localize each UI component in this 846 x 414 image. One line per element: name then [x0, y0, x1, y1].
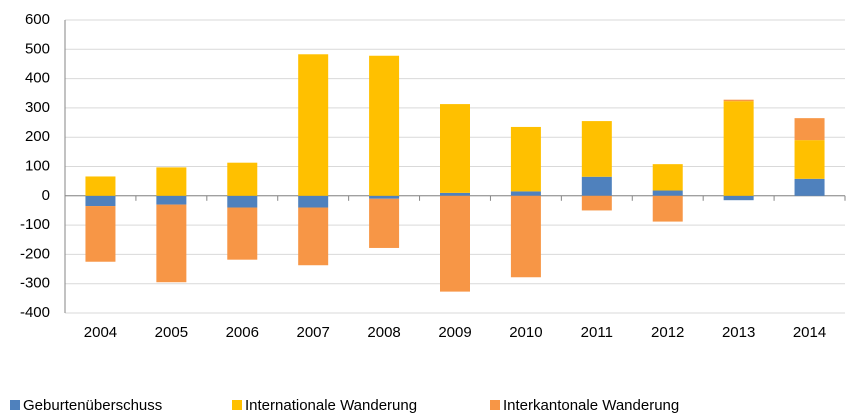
x-tick-label: 2004: [84, 324, 117, 341]
x-tick-label: 2007: [296, 324, 329, 341]
y-tick-label: -200: [20, 245, 50, 262]
y-tick-label: 400: [25, 70, 50, 87]
bar-segment: [298, 54, 329, 196]
bar-segment: [794, 140, 825, 179]
x-tick-label: 2010: [509, 324, 542, 341]
x-tick-label: 2008: [367, 324, 400, 341]
y-tick-label: 0: [42, 187, 50, 204]
y-tick-label: -100: [20, 216, 50, 233]
legend-swatch: [490, 400, 500, 410]
bar-segment: [510, 126, 541, 192]
bar-segment: [85, 195, 116, 207]
legend-label: Geburtenüberschuss: [23, 397, 162, 414]
legend-label: Internationale Wanderung: [245, 397, 417, 414]
bar-segment: [156, 195, 187, 205]
bar-segment: [652, 164, 683, 191]
x-tick-label: 2013: [722, 324, 755, 341]
bar-segment: [510, 191, 541, 196]
bar-segment: [227, 195, 258, 208]
bar-segment: [510, 195, 541, 278]
y-tick-label: 600: [25, 11, 50, 28]
bar-segment: [581, 121, 612, 177]
x-tick-label: 2014: [793, 324, 826, 341]
bar-segment: [227, 162, 258, 196]
x-tick-label: 2006: [226, 324, 259, 341]
bar-segment: [440, 192, 470, 196]
bar-segment: [581, 176, 612, 196]
bar-segment: [369, 195, 400, 199]
legend-swatch: [232, 400, 242, 410]
legend-swatch: [10, 400, 20, 410]
bar-segment: [85, 176, 116, 196]
bar-segment: [156, 167, 187, 196]
y-tick-label: 300: [25, 99, 50, 116]
y-tick-label: -400: [20, 304, 50, 321]
x-tick-label: 2005: [155, 324, 188, 341]
y-tick-label: -300: [20, 275, 50, 292]
bar-segment: [581, 195, 612, 211]
bar-segment: [723, 195, 754, 201]
y-tick-label: 500: [25, 40, 50, 57]
y-tick-label: 200: [25, 128, 50, 145]
x-tick-label: 2011: [581, 324, 613, 341]
legend-label: Interkantonale Wanderung: [503, 397, 679, 414]
bar-segment: [369, 198, 400, 248]
bar-segment: [652, 190, 683, 196]
x-tick-label: 2012: [651, 324, 684, 341]
bar-segment: [298, 195, 329, 208]
bar-segment: [652, 195, 683, 222]
y-tick-label: 100: [25, 157, 50, 174]
bar-segment: [723, 99, 754, 102]
bar-segment: [369, 55, 400, 196]
bar-segment: [298, 207, 329, 266]
bar-segment: [440, 195, 470, 292]
bar-segment: [227, 207, 258, 260]
bar-segment: [85, 206, 116, 262]
bar-segment: [794, 118, 825, 141]
bar-segment: [794, 178, 825, 196]
x-tick-label: 2009: [438, 324, 471, 341]
bar-segment: [156, 204, 187, 283]
bar-segment: [723, 101, 754, 196]
bar-segment: [440, 104, 470, 193]
